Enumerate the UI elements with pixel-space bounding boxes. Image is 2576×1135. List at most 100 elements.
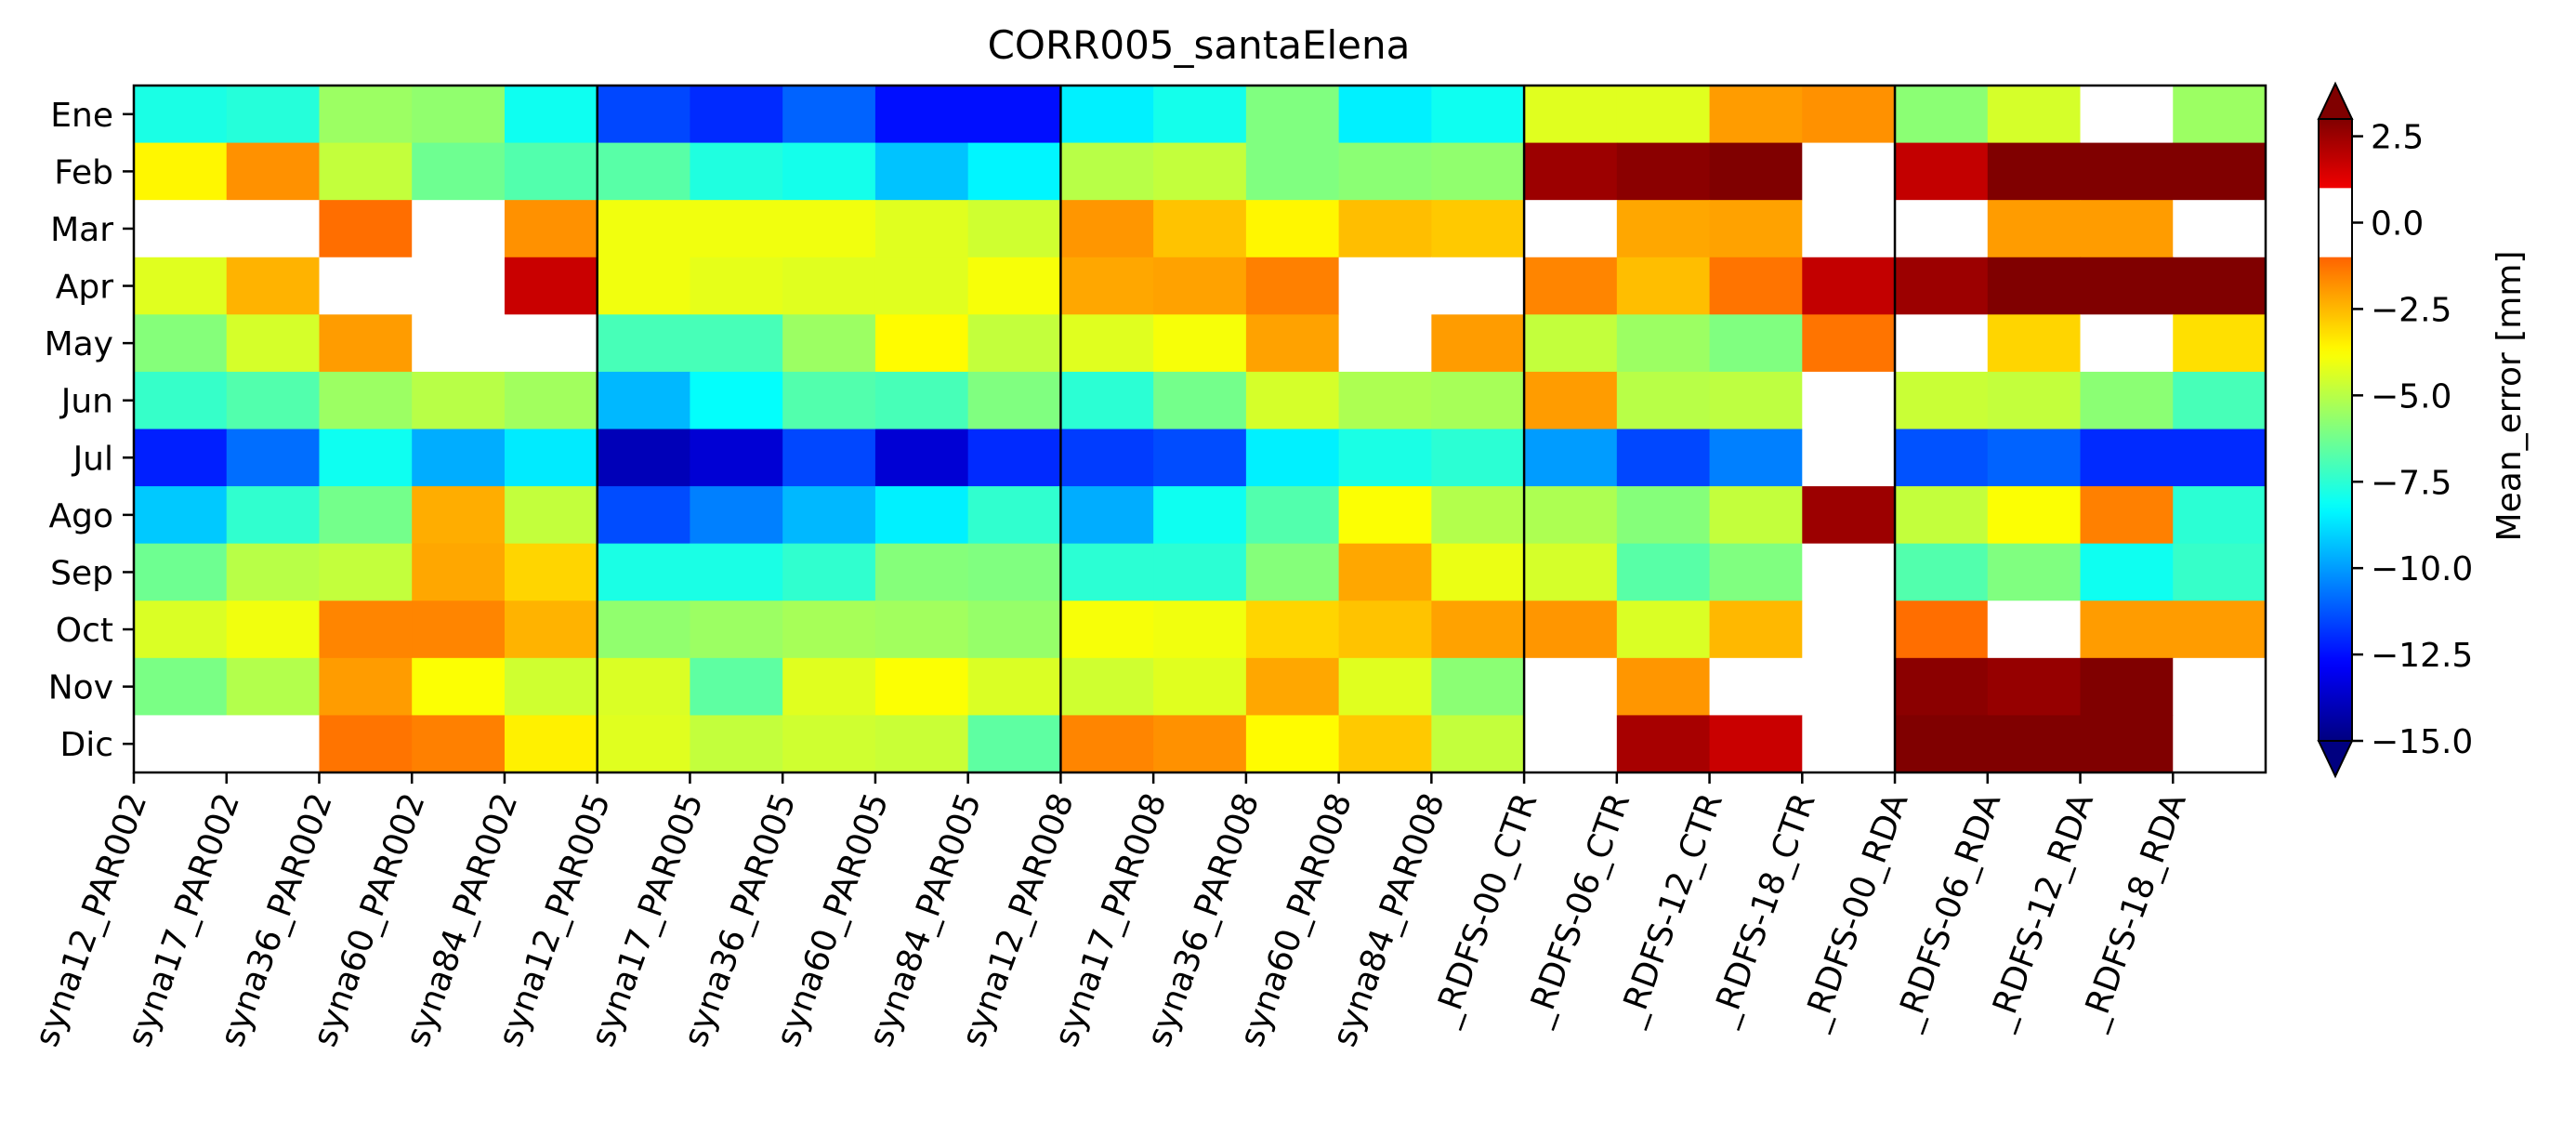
heatmap-cell-may-14 bbox=[1338, 314, 1432, 373]
heatmap-cell-ago-11 bbox=[1060, 486, 1154, 545]
heatmap-cell-nov-23 bbox=[2173, 657, 2267, 717]
heatmap-cell-dic-2 bbox=[226, 715, 321, 773]
heatmap-cell-ago-14 bbox=[1338, 486, 1432, 545]
heatmap-cell-nov-5 bbox=[504, 657, 598, 717]
heatmap-cell-sep-22 bbox=[2080, 543, 2174, 601]
heatmap-cell-ago-21 bbox=[1987, 486, 2082, 545]
heatmap-cell-oct-19 bbox=[1802, 600, 1896, 659]
row-label: Mar bbox=[50, 211, 113, 249]
heatmap-cell-oct-16 bbox=[1524, 600, 1618, 659]
heatmap-cell-apr-2 bbox=[226, 257, 321, 315]
heatmap-cell-mar-14 bbox=[1338, 200, 1432, 258]
colorbar-tick-label: 0.0 bbox=[2371, 205, 2424, 244]
heatmap-cell-dic-13 bbox=[1245, 715, 1340, 773]
heatmap-cell-apr-5 bbox=[504, 257, 598, 315]
heatmap-cell-apr-14 bbox=[1338, 257, 1432, 315]
heatmap-cell-apr-1 bbox=[134, 257, 228, 315]
heatmap-cell-sep-15 bbox=[1431, 543, 1525, 601]
heatmap-cell-ene-13 bbox=[1245, 86, 1340, 144]
heatmap-cell-ene-2 bbox=[226, 86, 321, 144]
heatmap-cell-ene-8 bbox=[782, 86, 876, 144]
row-label: May bbox=[45, 325, 113, 363]
heatmap-cell-may-21 bbox=[1987, 314, 2082, 373]
heatmap-cell-apr-16 bbox=[1524, 257, 1618, 315]
heatmap-cell-mar-6 bbox=[597, 200, 691, 258]
heatmap-cell-apr-20 bbox=[1895, 257, 1989, 315]
heatmap-cell-mar-8 bbox=[782, 200, 876, 258]
heatmap-cell-dic-22 bbox=[2080, 715, 2174, 773]
heatmap-cell-oct-22 bbox=[2080, 600, 2174, 659]
heatmap-cell-oct-6 bbox=[597, 600, 691, 659]
heatmap-cell-oct-21 bbox=[1987, 600, 2082, 659]
heatmap-cell-ene-6 bbox=[597, 86, 691, 144]
heatmap-cell-apr-12 bbox=[1153, 257, 1247, 315]
heatmap-cell-ago-13 bbox=[1245, 486, 1340, 545]
heatmap-cell-mar-2 bbox=[226, 200, 321, 258]
heatmap-cell-jun-6 bbox=[597, 371, 691, 430]
heatmap-cell-may-9 bbox=[874, 314, 969, 373]
heatmap-cell-jun-15 bbox=[1431, 371, 1525, 430]
heatmap-cell-jun-17 bbox=[1616, 371, 1711, 430]
heatmap-cell-nov-19 bbox=[1802, 657, 1896, 717]
row-label: Apr bbox=[56, 269, 113, 307]
colorbar-tick-label: −2.5 bbox=[2371, 291, 2451, 329]
heatmap-cell-mar-3 bbox=[319, 200, 413, 258]
heatmap-cell-sep-2 bbox=[226, 543, 321, 601]
heatmap-cell-jun-16 bbox=[1524, 371, 1618, 430]
heatmap-cell-feb-14 bbox=[1338, 142, 1432, 201]
heatmap-cell-dic-21 bbox=[1987, 715, 2082, 773]
heatmap-cell-feb-7 bbox=[690, 142, 783, 201]
heatmap-cell-nov-2 bbox=[226, 657, 321, 717]
row-label: Dic bbox=[59, 726, 113, 764]
heatmap-cell-jul-18 bbox=[1709, 429, 1803, 487]
heatmap-cell-mar-9 bbox=[874, 200, 969, 258]
heatmap-cell-sep-13 bbox=[1245, 543, 1340, 601]
heatmap-cell-dic-6 bbox=[597, 715, 691, 773]
heatmap-cell-nov-10 bbox=[967, 657, 1061, 717]
heatmap-cell-sep-6 bbox=[597, 543, 691, 601]
heatmap-cell-nov-7 bbox=[690, 657, 783, 717]
heatmap-cell-oct-9 bbox=[874, 600, 969, 659]
heatmap-cell-apr-17 bbox=[1616, 257, 1711, 315]
plot-frame bbox=[132, 84, 2267, 774]
heatmap-cell-ago-17 bbox=[1616, 486, 1711, 545]
colorbar-tick-label: 2.5 bbox=[2371, 119, 2424, 157]
heatmap-cell-mar-22 bbox=[2080, 200, 2174, 258]
heatmap-cell-sep-11 bbox=[1060, 543, 1154, 601]
heatmap-cell-sep-3 bbox=[319, 543, 413, 601]
heatmap-cell-feb-9 bbox=[874, 142, 969, 201]
heatmap-cell-sep-14 bbox=[1338, 543, 1432, 601]
heatmap-cell-nov-21 bbox=[1987, 657, 2082, 717]
heatmap-cell-ago-12 bbox=[1153, 486, 1247, 545]
heatmap-cell-apr-10 bbox=[967, 257, 1061, 315]
heatmap-cell-ago-20 bbox=[1895, 486, 1989, 545]
heatmap-cell-sep-7 bbox=[690, 543, 783, 601]
colorbar-label: Mean_error [mm] bbox=[2491, 251, 2529, 542]
heatmap-cell-ene-10 bbox=[967, 86, 1061, 144]
heatmap-cell-dic-19 bbox=[1802, 715, 1896, 773]
heatmap-cell-feb-6 bbox=[597, 142, 691, 201]
heatmap-cell-dic-20 bbox=[1895, 715, 1989, 773]
heatmap-cell-nov-13 bbox=[1245, 657, 1340, 717]
heatmap-cell-nov-9 bbox=[874, 657, 969, 717]
heatmap-cell-sep-16 bbox=[1524, 543, 1618, 601]
heatmap-cell-apr-8 bbox=[782, 257, 876, 315]
heatmap-cell-sep-21 bbox=[1987, 543, 2082, 601]
heatmap-cell-jul-21 bbox=[1987, 429, 2082, 487]
heatmap-cell-oct-11 bbox=[1060, 600, 1154, 659]
heatmap-cell-may-6 bbox=[597, 314, 691, 373]
heatmap-cell-nov-3 bbox=[319, 657, 413, 717]
heatmap-cell-ene-17 bbox=[1616, 86, 1711, 144]
heatmap-cell-oct-13 bbox=[1245, 600, 1340, 659]
heatmap-cell-ene-3 bbox=[319, 86, 413, 144]
heatmap-cell-may-8 bbox=[782, 314, 876, 373]
heatmap-cell-apr-7 bbox=[690, 257, 783, 315]
heatmap-cell-mar-16 bbox=[1524, 200, 1618, 258]
heatmap-cell-sep-9 bbox=[874, 543, 969, 601]
colorbar-max-extension bbox=[2317, 81, 2354, 120]
heatmap-cell-jun-11 bbox=[1060, 371, 1154, 430]
row-label: Sep bbox=[50, 554, 113, 592]
heatmap-cell-mar-5 bbox=[504, 200, 598, 258]
heatmap-cell-jun-20 bbox=[1895, 371, 1989, 430]
row-label: Ene bbox=[50, 97, 113, 135]
